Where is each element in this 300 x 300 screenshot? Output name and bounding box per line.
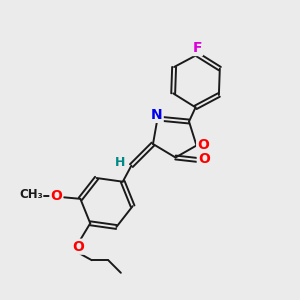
Text: O: O	[72, 240, 84, 254]
Text: F: F	[193, 41, 202, 55]
Text: H: H	[115, 156, 125, 169]
Text: O: O	[50, 188, 62, 203]
Text: O: O	[197, 138, 209, 152]
Text: O: O	[198, 152, 210, 166]
Text: CH₃: CH₃	[19, 188, 43, 201]
Text: N: N	[151, 108, 163, 122]
